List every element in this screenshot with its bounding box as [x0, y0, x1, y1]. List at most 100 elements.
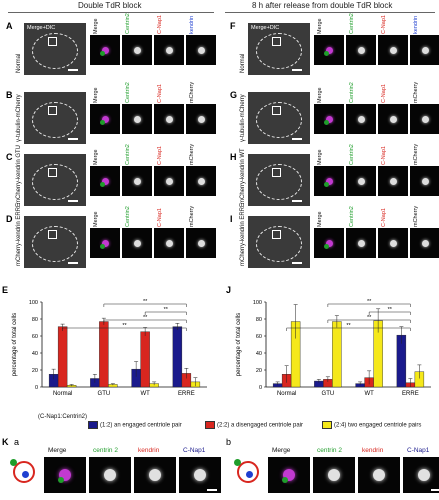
bar	[332, 321, 342, 388]
channel-label-wrap-D-2: Centrin2	[124, 206, 152, 228]
y-tick-label: 20	[256, 368, 262, 374]
centrosome-box	[48, 106, 57, 115]
scale-bar	[68, 200, 78, 202]
y-axis-label: percentage of total cells	[236, 313, 242, 376]
centrosome-signal	[166, 116, 173, 123]
channel-image-C-1	[90, 166, 120, 196]
legend-text-1: (1:2) an engaged centriole pair	[100, 422, 182, 429]
channel-image-A-1	[90, 35, 120, 65]
centrosome-signal	[134, 116, 141, 123]
y-tick-label: 100	[29, 300, 38, 306]
channel-image-F-3	[378, 35, 408, 65]
category-label: WT	[140, 391, 150, 397]
category-label: WT	[364, 391, 374, 397]
channel-title: mCherry	[413, 81, 419, 103]
channel-title: Merge	[93, 18, 99, 34]
y-tick-label: 20	[32, 368, 38, 374]
k-channel-image-b-1	[268, 457, 310, 493]
k-signal	[149, 469, 161, 481]
panel-k-sub-b: b	[226, 437, 232, 447]
k-channel-image-a-4	[179, 457, 221, 493]
channel-image-D-1	[90, 228, 120, 258]
y-tick-label: 60	[256, 334, 262, 340]
centrosome-box	[272, 106, 281, 115]
centrosome-signal	[166, 47, 173, 54]
scale-bar	[68, 262, 78, 264]
k-channel-image-b-4	[403, 457, 439, 493]
channel-title: C-Nap1	[157, 146, 163, 165]
channel-title: Centrin2	[125, 144, 131, 165]
centrosome-box	[272, 230, 281, 239]
channel-label-wrap-C-2: Centrin2	[124, 144, 152, 166]
channel-label-wrap-I-1: Merge	[316, 206, 344, 228]
channel-image-D-4	[186, 228, 216, 258]
channel-image-A-2	[122, 35, 152, 65]
channel-image-H-2	[346, 166, 376, 196]
scale-bar	[292, 138, 302, 140]
centriole-diagram-a	[10, 455, 38, 485]
significance-bracket	[286, 327, 411, 331]
panel-letter-B: B	[6, 90, 13, 100]
k-green-signal	[282, 477, 288, 483]
k-channel-label-b-2: centrin 2	[317, 447, 342, 454]
centrosome-signal	[134, 240, 141, 247]
centrosome-signal	[390, 178, 397, 185]
channel-image-F-1	[314, 35, 344, 65]
centrosome-signal	[358, 178, 365, 185]
centrosome-signal	[422, 47, 429, 54]
k-green-signal	[58, 477, 64, 483]
centrosome-signal	[358, 240, 365, 247]
channel-image-I-2	[346, 228, 376, 258]
channel-label-wrap-D-3: C-Nap1	[156, 206, 184, 228]
legend-swatch-1	[88, 421, 98, 429]
channel-label-wrap-C-3: C-Nap1	[156, 144, 184, 166]
legend-item-2: (2:2) a disengaged centriole pair	[205, 421, 303, 429]
channel-title: C-Nap1	[157, 208, 163, 227]
channel-label-wrap-B-2: Centrin2	[124, 82, 152, 104]
channel-title: C-Nap1	[157, 15, 163, 34]
centrosome-signal	[358, 47, 365, 54]
channel-title: Merge	[317, 211, 323, 227]
channel-title: Centrin2	[349, 206, 355, 227]
significance-label: **	[143, 299, 148, 305]
right-header: 8 h after release from double TdR block	[252, 1, 393, 10]
channel-image-B-2	[122, 104, 152, 134]
dic-image-D	[24, 216, 86, 268]
centrosome-signal	[198, 240, 205, 247]
y-tick-label: 0	[35, 385, 38, 391]
centrin-signal	[100, 182, 105, 187]
centrosome-signal	[326, 240, 333, 247]
left-header: Double TdR block	[78, 1, 142, 10]
panel-letter-A: A	[6, 21, 13, 31]
channel-title: mCherry	[189, 81, 195, 103]
legend-prefix: (C-Nap1:Centrin2)	[38, 414, 88, 420]
row-label-G: γ-tubulin-mCherry	[240, 94, 246, 142]
k-scale-bar	[431, 489, 439, 491]
significance-bracket	[327, 303, 411, 307]
significance-label: **	[346, 323, 351, 329]
channel-title: Merge	[317, 18, 323, 34]
channel-title: Centrin2	[125, 82, 131, 103]
channel-image-D-2	[122, 228, 152, 258]
channel-label-wrap-D-4: mCherry	[188, 206, 216, 228]
centrin-signal	[324, 182, 329, 187]
centrin-signal	[324, 51, 329, 56]
centrosome-signal	[102, 116, 109, 123]
channel-image-G-4	[410, 104, 439, 134]
channel-label-wrap-G-4: mCherry	[412, 82, 439, 104]
dic-image-I	[248, 216, 310, 268]
channel-label-wrap-B-1: Merge	[92, 82, 120, 104]
row-label-I: mCherry-kendrin ERRE	[240, 202, 246, 266]
channel-label-wrap-F-3: C-Nap1	[380, 13, 408, 35]
dic-image-H	[248, 154, 310, 206]
category-label: GTU	[98, 391, 111, 397]
bar	[99, 321, 109, 388]
channel-title: Merge	[317, 87, 323, 103]
centrosome-box	[48, 230, 57, 239]
bar	[140, 331, 150, 388]
centrosome-signal	[422, 116, 429, 123]
channel-title: Merge	[93, 149, 99, 165]
legend-text-2: (2:2) a disengaged centriole pair	[217, 422, 304, 429]
nucleus-outline	[32, 102, 78, 138]
channel-image-C-3	[154, 166, 184, 196]
